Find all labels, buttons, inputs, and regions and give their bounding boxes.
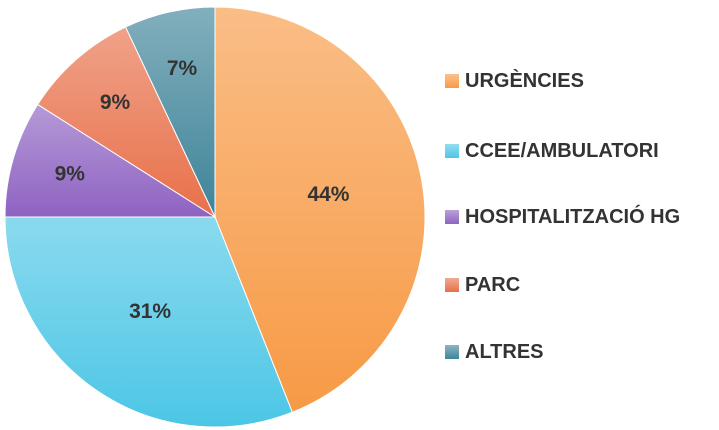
legend-entry: CCEE/AMBULATORI bbox=[445, 140, 715, 163]
legend-label: PARC bbox=[465, 274, 521, 296]
data-label: 44% bbox=[307, 183, 349, 206]
data-label: 9% bbox=[55, 162, 86, 185]
data-label: 9% bbox=[100, 91, 131, 114]
slice-shine bbox=[125, 7, 215, 217]
legend-label: ALTRES bbox=[465, 341, 544, 363]
slice-shine bbox=[5, 217, 293, 427]
data-label: 7% bbox=[167, 57, 198, 80]
legend-swatch bbox=[445, 345, 459, 359]
slice-shine bbox=[5, 104, 215, 217]
slice-shine bbox=[37, 26, 216, 218]
legend-entry: ALTRES bbox=[445, 341, 715, 364]
legend-entry: PARC bbox=[445, 274, 715, 297]
legend-swatch bbox=[445, 278, 459, 292]
legend-entry: HOSPITALITZACIÓ HG bbox=[445, 206, 715, 229]
legend-label: CCEE/AMBULATORI bbox=[465, 140, 659, 162]
legend-label: HOSPITALITZACIÓ HG bbox=[465, 206, 681, 228]
legend-label: URGÈNCIES bbox=[465, 70, 584, 92]
legend-swatch bbox=[445, 74, 459, 88]
legend-swatch bbox=[445, 210, 459, 224]
data-label: 31% bbox=[129, 300, 171, 323]
legend-entry: URGÈNCIES bbox=[445, 70, 715, 93]
legend-swatch bbox=[445, 144, 459, 158]
slice-shine bbox=[215, 7, 426, 413]
